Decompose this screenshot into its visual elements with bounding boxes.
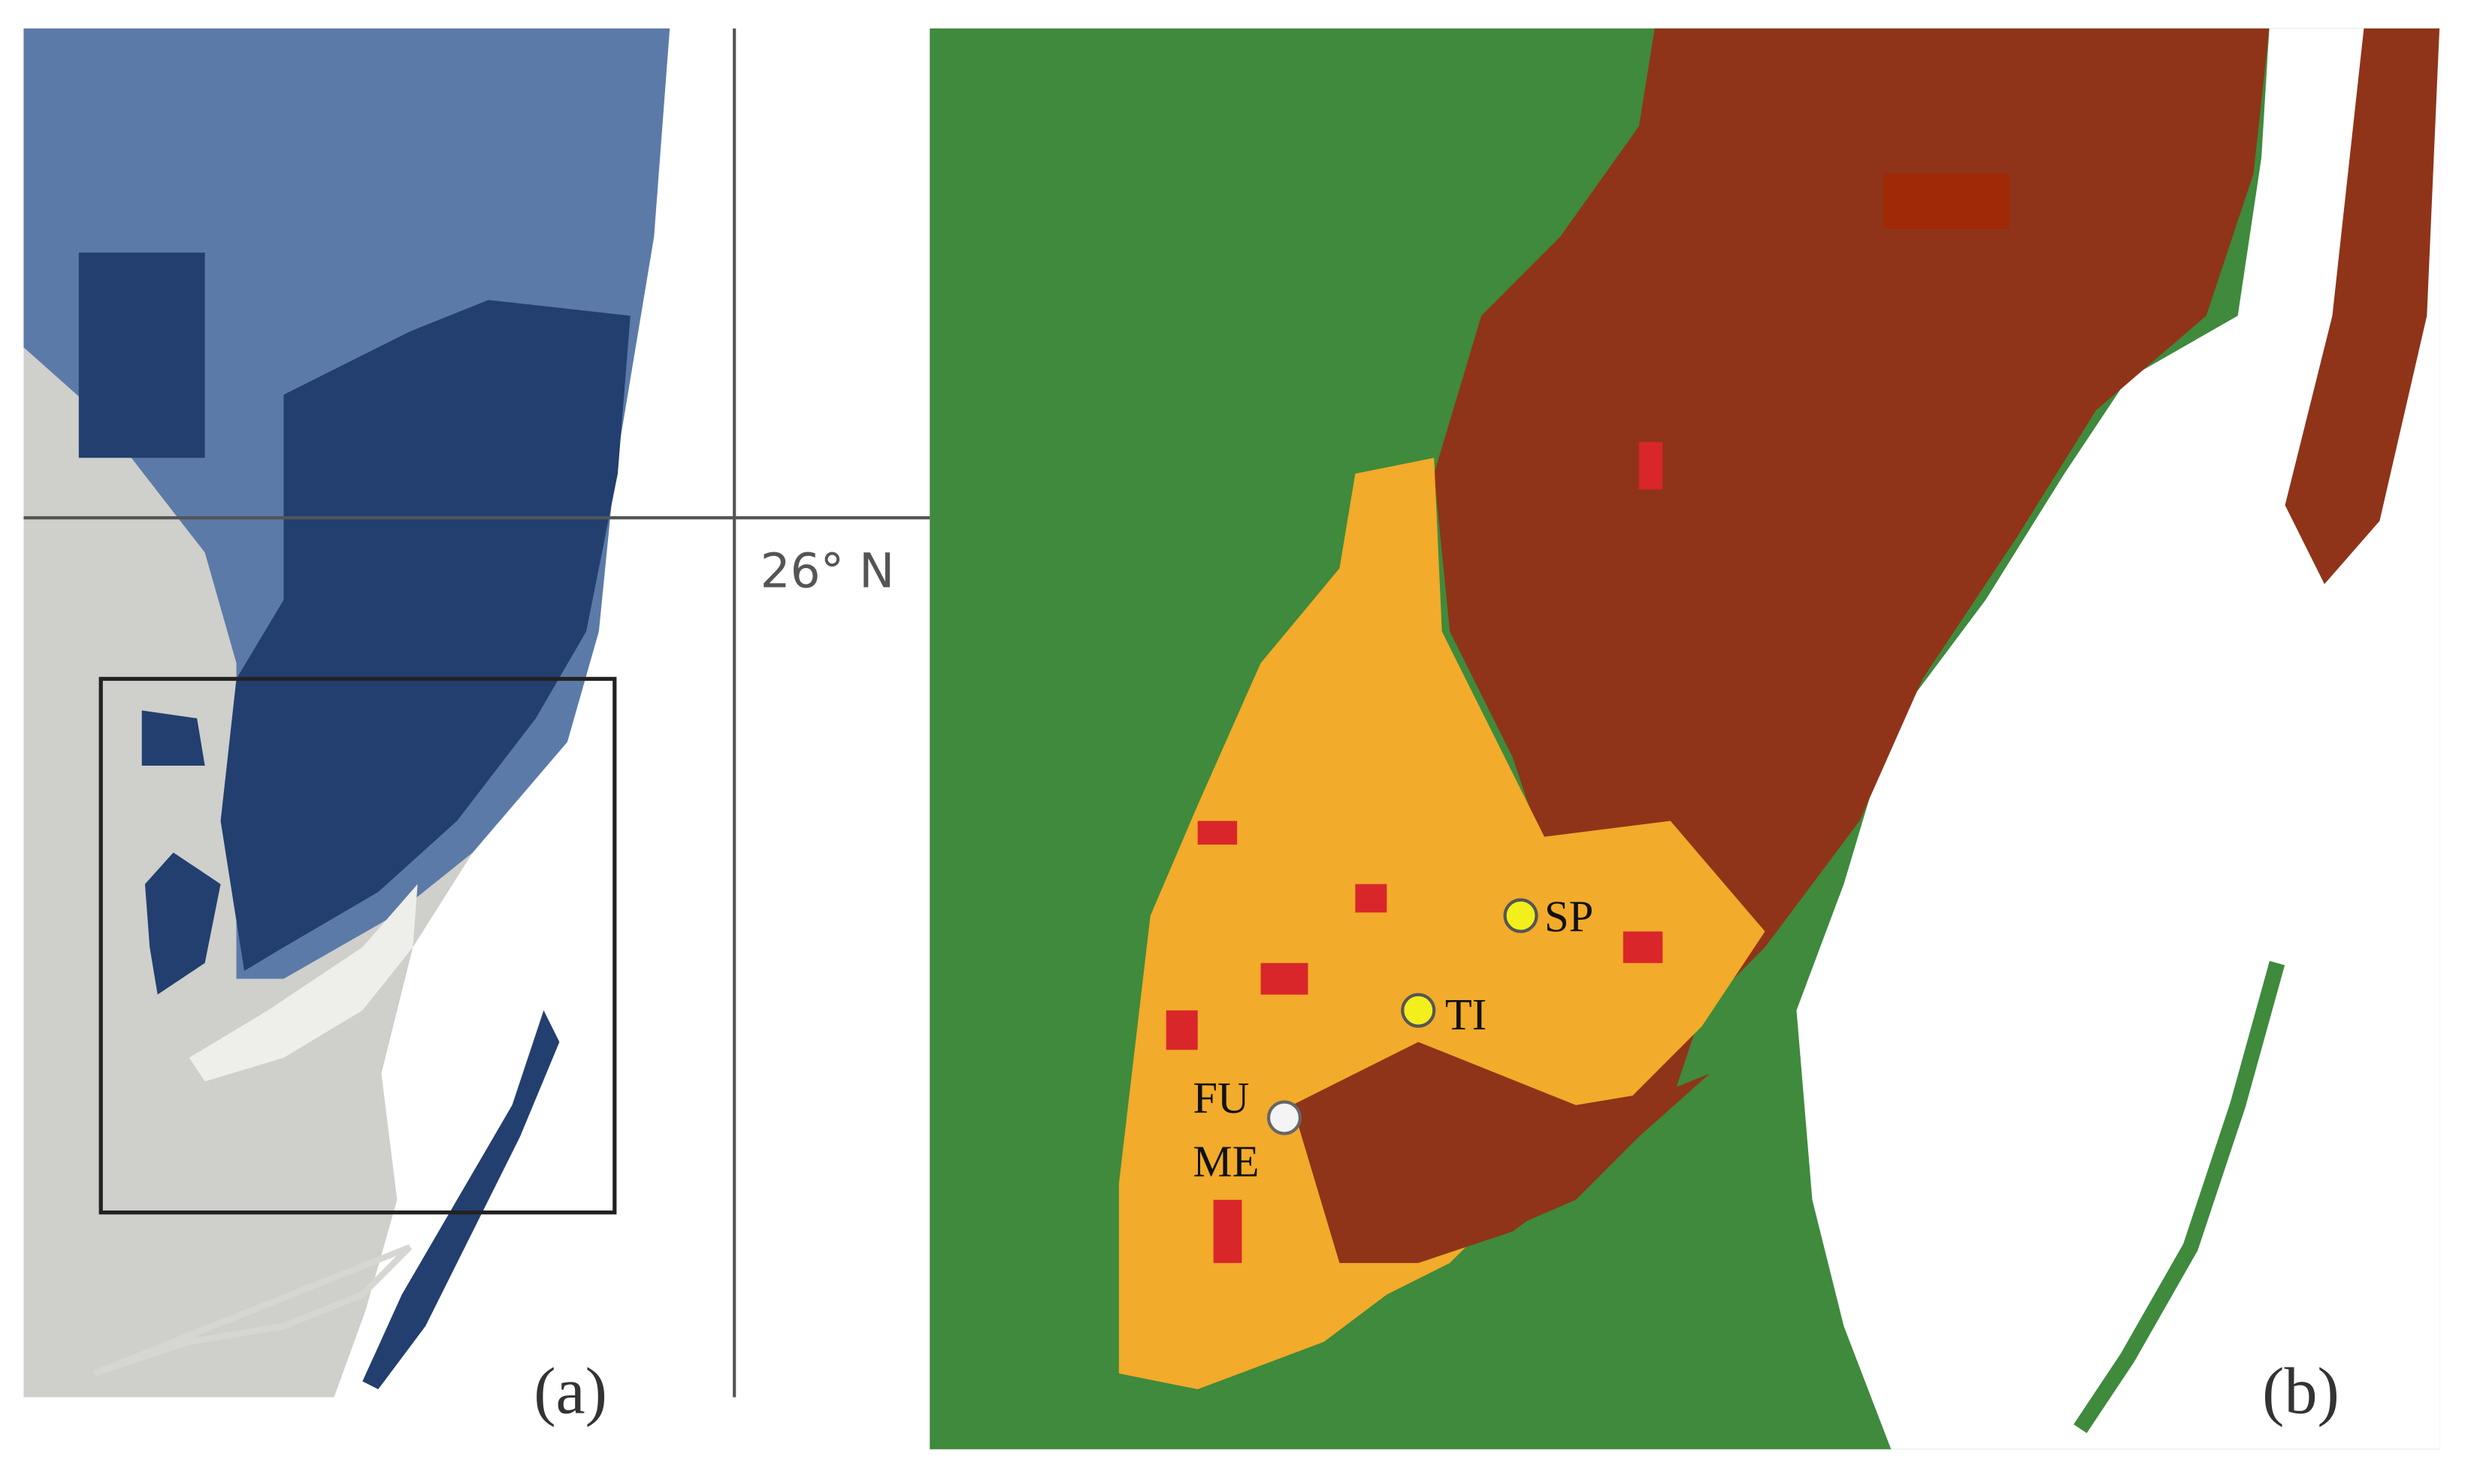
red-patch (1197, 821, 1238, 845)
urban-block (1883, 174, 2010, 229)
latitude-label: 26° N (761, 544, 895, 599)
red-patch (1260, 963, 1308, 995)
site-label: ME (1193, 1137, 1259, 1186)
red-patch (1166, 1010, 1198, 1050)
ocean (1796, 28, 2440, 1449)
panel-label: (b) (2262, 1354, 2339, 1428)
dark-blue-patch (141, 710, 205, 766)
site-marker (1266, 1100, 1302, 1135)
site-marker (1401, 993, 1436, 1028)
urban-patch (1292, 1041, 1710, 1263)
coastal-strip (189, 884, 418, 1082)
dark-blue-region (220, 300, 631, 972)
agricultural-area (1118, 458, 1765, 1389)
panel-label: (a) (534, 1354, 607, 1428)
keys (93, 1244, 413, 1377)
panel-b: SP TI FU ME (b) (930, 28, 2440, 1449)
red-patch (1355, 884, 1387, 913)
site-label: TI (1445, 990, 1487, 1039)
inset-box (98, 676, 617, 1215)
red-patch (1623, 931, 1663, 963)
red-patches (1166, 442, 1663, 1263)
site-label: FU (1193, 1074, 1249, 1123)
dark-blue-block (78, 252, 205, 458)
red-patch (1213, 1199, 1242, 1263)
panel-a: 26° N (a) (23, 28, 930, 1428)
red-patch (1638, 442, 1663, 490)
west-marsh (144, 852, 221, 995)
keys-vegetation (2073, 960, 2285, 1434)
site-marker (1503, 898, 1538, 933)
site-label: SP (1544, 893, 1593, 941)
barrier-island (2285, 28, 2440, 585)
east-coast-strip (362, 1010, 560, 1389)
